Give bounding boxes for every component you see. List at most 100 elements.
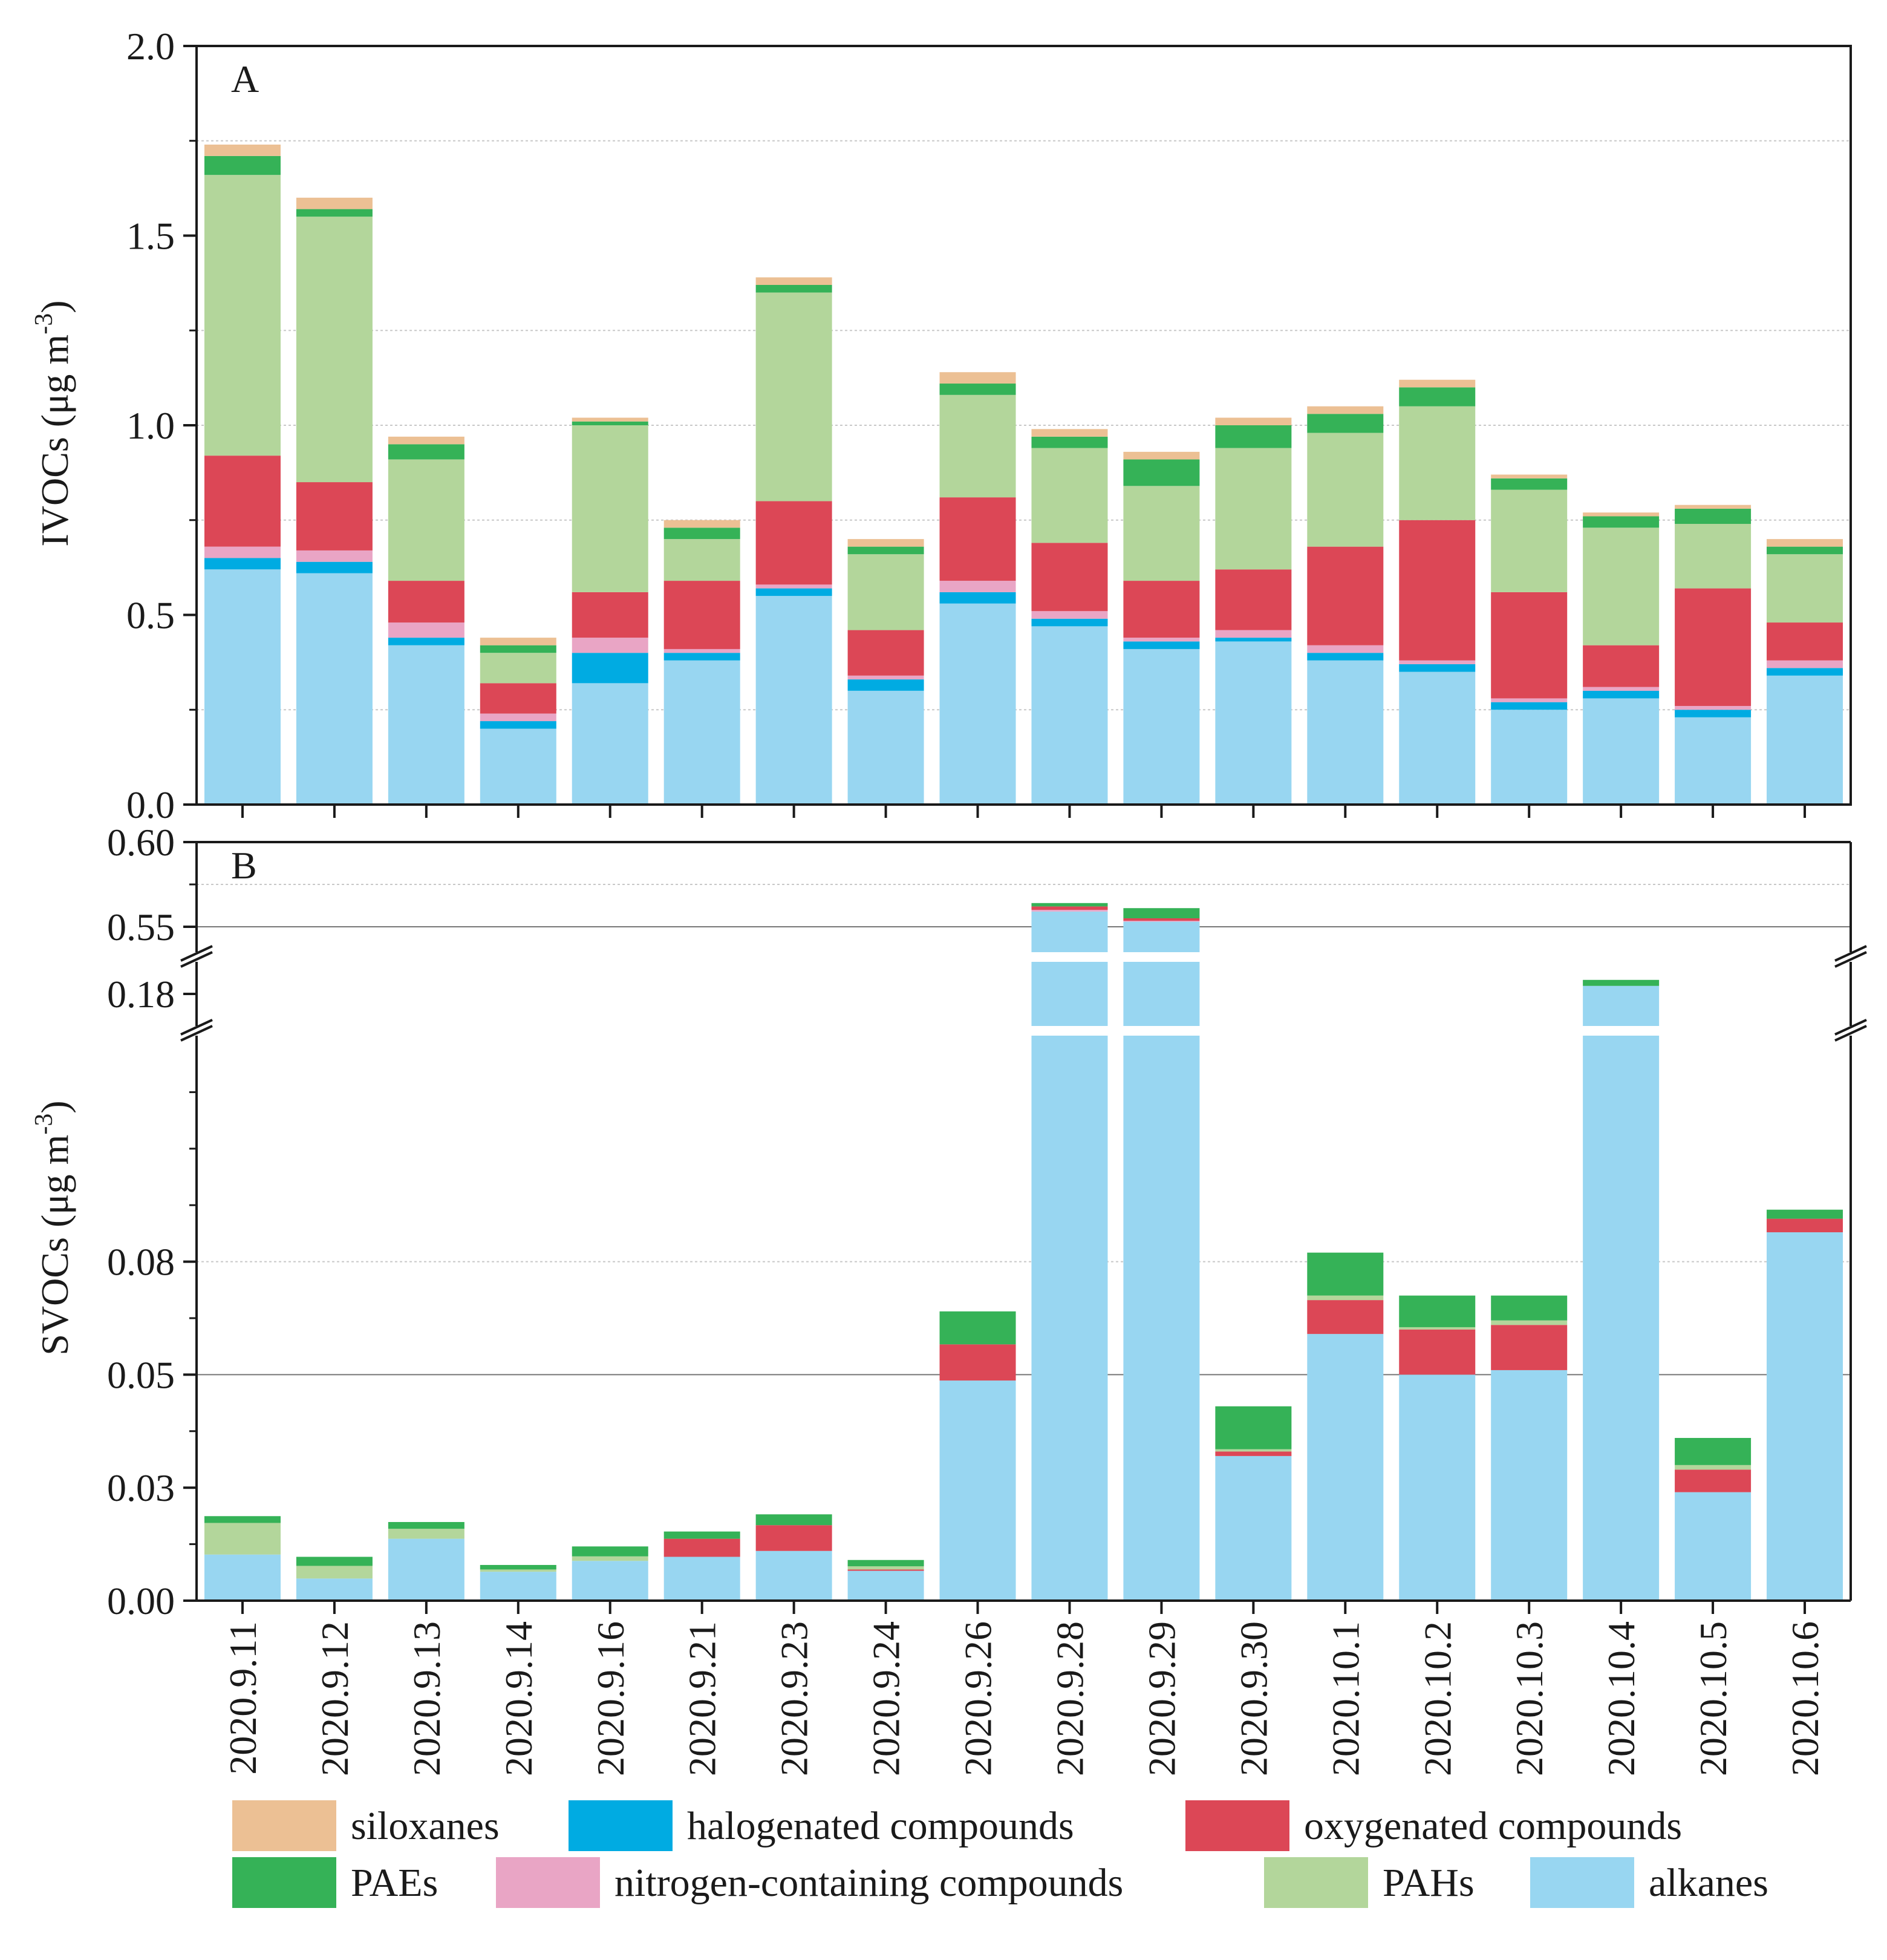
legend-swatch-oxygenated-compounds	[1185, 1800, 1289, 1851]
bar-a-siloxanes-2020-10-6	[1767, 539, 1843, 547]
bar-b-oxygenated-compounds-2020-9-24	[847, 1569, 924, 1571]
bar-b-alkanes-2020-9-26	[939, 1380, 1016, 1601]
axis-break-mark	[1834, 951, 1867, 968]
bar-b-alkanes-2020-10-3	[1491, 1370, 1568, 1601]
bar-b-alkanes-2020-9-11	[204, 1554, 281, 1601]
bar-a-alkanes-2020-9-24	[847, 690, 924, 805]
bar-a-paes-2020-10-5	[1675, 508, 1752, 524]
bar-a-halogenated-compounds-2020-9-23	[755, 588, 832, 596]
bar-a-nitrogen-containing-compounds-2020-9-11	[204, 546, 281, 558]
bar-a-pahs-2020-10-1	[1307, 433, 1384, 547]
bar-b-paes-2020-9-24	[847, 1560, 924, 1567]
bar-a-paes-2020-9-16	[572, 421, 648, 425]
bar-a-nitrogen-containing-compounds-2020-9-23	[755, 584, 832, 589]
bar-a-siloxanes-2020-9-21	[663, 520, 740, 528]
x-tick-label: 2020.9.21	[681, 1621, 724, 1776]
bar-a-alkanes-2020-9-23	[755, 596, 832, 805]
x-tick-label: 2020.9.24	[865, 1621, 908, 1776]
bar-b-paes-2020-9-23	[755, 1514, 832, 1526]
bar-a-oxygenated-compounds-2020-9-30	[1215, 569, 1292, 630]
bar-a-pahs-2020-9-30	[1215, 448, 1292, 570]
bar-a-oxygenated-compounds-2020-9-23	[755, 501, 832, 585]
y-tick-label-a: 1.5	[126, 215, 175, 258]
bar-a-pahs-2020-9-13	[388, 459, 464, 581]
bar-a-nitrogen-containing-compounds-2020-10-4	[1583, 687, 1660, 691]
bar-a-paes-2020-9-14	[480, 645, 556, 653]
bar-a-oxygenated-compounds-2020-9-14	[480, 683, 556, 714]
bar-b-pahs-2020-9-14	[480, 1569, 556, 1572]
bar-a-siloxanes-2020-9-12	[296, 197, 373, 209]
y-tick-label-a: 0.0	[126, 783, 175, 826]
x-tick-labels: 2020.9.11 2020.9.12 2020.9.13 2020.9.14 2020…	[221, 1621, 1827, 1776]
bar-a-nitrogen-containing-compounds-2020-9-12	[296, 550, 373, 562]
bar-a-oxygenated-compounds-2020-9-24	[847, 630, 924, 676]
x-tick-label: 2020.9.23	[773, 1621, 816, 1776]
bar-a-paes-2020-10-6	[1767, 546, 1843, 555]
bar-b-oxygenated-compounds-2020-10-2	[1399, 1329, 1476, 1375]
y-tick-label-a: 2.0	[126, 25, 175, 68]
bar-a-pahs-2020-9-24	[847, 554, 924, 630]
bar-a-oxygenated-compounds-2020-9-11	[204, 456, 281, 547]
bar-b-paes-2020-10-6	[1767, 1209, 1843, 1219]
legend-swatch-pahs	[1264, 1857, 1368, 1908]
bar-a-paes-2020-9-24	[847, 546, 924, 555]
bar-b-pahs-2020-9-13	[388, 1529, 464, 1539]
bar-b-paes-2020-9-14	[480, 1564, 556, 1570]
bar-b-oxygenated-compounds-2020-9-26	[939, 1344, 1016, 1381]
x-tick-label: 2020.9.16	[589, 1621, 632, 1776]
bar-a-oxygenated-compounds-2020-10-3	[1491, 592, 1568, 699]
bar-a-siloxanes-2020-10-4	[1583, 512, 1660, 517]
bar-a-siloxanes-2020-9-14	[480, 638, 556, 645]
bar-b-alkanes-2020-9-29	[1123, 1036, 1200, 1601]
x-tick-label: 2020.9.28	[1048, 1621, 1091, 1776]
bar-a-pahs-2020-9-16	[572, 425, 648, 592]
axis-break-mark	[180, 1025, 213, 1042]
bar-b-oxygenated-compounds-2020-10-3	[1491, 1325, 1568, 1370]
bar-a-alkanes-2020-9-11	[204, 569, 281, 805]
bar-b-pahs-2020-9-30	[1215, 1449, 1292, 1452]
bar-a-pahs-2020-9-21	[663, 539, 740, 581]
legend-label-alkanes: alkanes	[1649, 1861, 1768, 1905]
bar-a-alkanes-2020-9-21	[663, 660, 740, 805]
bar-a-siloxanes-2020-10-5	[1675, 505, 1752, 509]
bar-b-oxygenated-compounds-2020-9-28	[1031, 906, 1108, 910]
legend-swatch-paes	[232, 1857, 336, 1908]
bar-b-oxygenated-compounds-2020-9-29	[1123, 918, 1200, 921]
x-tick-label: 2020.9.14	[497, 1621, 540, 1776]
y-tick-label-b: 0.18	[107, 973, 175, 1016]
bar-a-oxygenated-compounds-2020-10-4	[1583, 645, 1660, 687]
bar-b-alkanes-2020-9-16	[572, 1561, 648, 1601]
bar-b-alkanes-2020-10-2	[1399, 1374, 1476, 1601]
bar-a-paes-2020-10-3	[1491, 478, 1568, 490]
legend: siloxanes halogenated compounds oxygenated…	[232, 1800, 1768, 1908]
bar-a-oxygenated-compounds-2020-9-13	[388, 581, 464, 623]
legend-label-oxygenated-compounds: oxygenated compounds	[1304, 1804, 1682, 1848]
y-axis-title-a: IVOCs (μg m-3)	[30, 300, 76, 546]
y-tick-label-a: 0.5	[126, 594, 175, 637]
bar-b-pahs-2020-10-1	[1307, 1295, 1384, 1301]
bar-a-paes-2020-9-23	[755, 285, 832, 293]
bar-a-pahs-2020-9-14	[480, 653, 556, 684]
bar-a-pahs-2020-10-5	[1675, 524, 1752, 589]
panel-b-svocs: 0.00 0.03 0.05 0.08 0.18 0.55 0.60 B SVOCs (μg m…	[30, 821, 1867, 1622]
bar-b-alkanes-2020-10-4	[1583, 1036, 1660, 1601]
x-tick-label: 2020.10.3	[1508, 1621, 1551, 1776]
bar-a-siloxanes-2020-9-16	[572, 417, 648, 422]
bar-b-alkanes-2020-10-5	[1675, 1492, 1752, 1601]
bar-a-halogenated-compounds-2020-9-16	[572, 653, 648, 684]
bar-a-paes-2020-9-29	[1123, 459, 1200, 486]
legend-label-siloxanes: siloxanes	[351, 1804, 500, 1848]
bar-b-alkanes-2020-10-6	[1767, 1232, 1843, 1601]
bar-a-pahs-2020-9-26	[939, 394, 1016, 498]
legend-label-halogenated-compounds: halogenated compounds	[687, 1804, 1074, 1848]
bar-a-paes-2020-10-2	[1399, 387, 1476, 407]
y-tick-label-b: 0.60	[107, 821, 175, 864]
bar-a-halogenated-compounds-2020-10-1	[1307, 653, 1384, 661]
bar-a-halogenated-compounds-2020-9-26	[939, 592, 1016, 604]
legend-label-paes: PAEs	[351, 1861, 438, 1905]
bar-b-pahs-2020-9-16	[572, 1556, 648, 1561]
legend-label-pahs: PAHs	[1383, 1861, 1475, 1905]
bar-b-paes-2020-9-21	[663, 1531, 740, 1539]
bar-a-pahs-2020-9-29	[1123, 486, 1200, 581]
x-tick-label: 2020.9.11	[221, 1621, 264, 1775]
